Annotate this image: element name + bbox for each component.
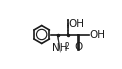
Text: OH: OH [68,19,84,29]
Text: NH: NH [52,43,67,53]
Text: O: O [74,42,82,52]
Text: 2: 2 [64,42,69,51]
Text: OH: OH [89,30,105,39]
Polygon shape [57,34,60,52]
